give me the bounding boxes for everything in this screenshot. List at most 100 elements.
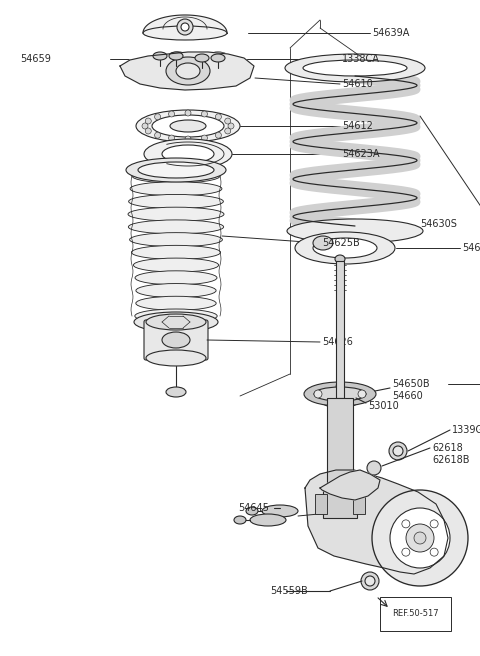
Ellipse shape — [313, 238, 377, 258]
Ellipse shape — [176, 63, 200, 79]
Ellipse shape — [314, 387, 366, 401]
Circle shape — [225, 128, 231, 134]
Circle shape — [406, 524, 434, 552]
Text: 54650B: 54650B — [392, 379, 430, 389]
Circle shape — [145, 118, 151, 124]
Ellipse shape — [166, 57, 210, 85]
Ellipse shape — [152, 115, 224, 137]
Text: 62618: 62618 — [432, 443, 463, 453]
Circle shape — [225, 118, 231, 124]
Ellipse shape — [295, 232, 395, 264]
Polygon shape — [120, 52, 254, 90]
Circle shape — [216, 113, 221, 120]
Bar — [336, 261, 344, 398]
Ellipse shape — [211, 55, 225, 63]
Ellipse shape — [135, 271, 217, 285]
Circle shape — [393, 446, 403, 456]
Ellipse shape — [327, 392, 353, 404]
Circle shape — [185, 110, 191, 116]
Circle shape — [372, 490, 468, 586]
Ellipse shape — [162, 145, 214, 163]
Circle shape — [361, 572, 379, 590]
Circle shape — [402, 548, 410, 556]
Text: 54630S: 54630S — [420, 219, 457, 229]
Circle shape — [430, 548, 438, 556]
Ellipse shape — [170, 120, 206, 132]
Circle shape — [155, 113, 161, 120]
Ellipse shape — [335, 255, 345, 263]
Ellipse shape — [211, 54, 225, 62]
Text: 54660: 54660 — [392, 391, 423, 401]
Ellipse shape — [136, 110, 240, 142]
Bar — [315, 494, 327, 514]
Text: 54645: 54645 — [238, 503, 269, 513]
Text: 54623A: 54623A — [342, 149, 380, 159]
Circle shape — [336, 398, 344, 406]
Circle shape — [402, 520, 410, 528]
Circle shape — [414, 532, 426, 544]
Ellipse shape — [146, 314, 206, 330]
Circle shape — [155, 133, 161, 138]
Ellipse shape — [132, 169, 220, 183]
Text: 54633: 54633 — [462, 243, 480, 253]
Circle shape — [367, 461, 381, 475]
Circle shape — [314, 390, 322, 398]
Ellipse shape — [166, 387, 186, 397]
Ellipse shape — [146, 316, 206, 328]
Circle shape — [358, 390, 366, 398]
Ellipse shape — [129, 194, 223, 209]
Text: REF.50-517: REF.50-517 — [392, 609, 439, 619]
Circle shape — [177, 19, 193, 35]
Circle shape — [430, 520, 438, 528]
Text: 62618B: 62618B — [432, 455, 469, 465]
Ellipse shape — [136, 283, 216, 298]
Polygon shape — [320, 470, 380, 500]
Text: 54612: 54612 — [342, 121, 373, 131]
Circle shape — [365, 576, 375, 586]
Circle shape — [145, 128, 151, 134]
Circle shape — [202, 111, 207, 117]
Ellipse shape — [128, 207, 224, 221]
Circle shape — [168, 111, 175, 117]
Circle shape — [216, 133, 221, 138]
Bar — [323, 488, 357, 518]
Ellipse shape — [138, 162, 214, 178]
Ellipse shape — [162, 332, 190, 348]
Ellipse shape — [136, 297, 216, 310]
Ellipse shape — [166, 52, 190, 66]
Circle shape — [389, 442, 407, 460]
Text: 54639A: 54639A — [372, 28, 409, 38]
FancyBboxPatch shape — [144, 320, 208, 360]
Ellipse shape — [206, 52, 230, 66]
Ellipse shape — [133, 258, 218, 272]
Ellipse shape — [126, 158, 226, 182]
Polygon shape — [143, 15, 227, 33]
Circle shape — [181, 23, 189, 31]
Circle shape — [202, 135, 207, 141]
Text: 53010: 53010 — [368, 401, 399, 411]
Circle shape — [390, 508, 450, 568]
Circle shape — [336, 382, 344, 390]
Ellipse shape — [246, 507, 258, 515]
Circle shape — [228, 123, 234, 129]
Ellipse shape — [144, 139, 232, 169]
Ellipse shape — [134, 312, 218, 332]
Text: 1338CA: 1338CA — [342, 54, 380, 64]
Text: 54659: 54659 — [20, 54, 51, 64]
Ellipse shape — [195, 54, 209, 62]
Ellipse shape — [250, 514, 286, 526]
Ellipse shape — [287, 219, 423, 243]
Ellipse shape — [234, 516, 246, 524]
Ellipse shape — [313, 236, 333, 250]
Ellipse shape — [304, 382, 376, 406]
Circle shape — [168, 135, 175, 141]
Ellipse shape — [262, 505, 298, 517]
Text: 54625B: 54625B — [322, 238, 360, 248]
Ellipse shape — [132, 245, 221, 259]
Bar — [327, 398, 353, 488]
Ellipse shape — [130, 233, 222, 247]
Text: 54559B: 54559B — [270, 586, 308, 596]
Ellipse shape — [128, 220, 224, 234]
Ellipse shape — [303, 60, 407, 76]
Ellipse shape — [146, 350, 206, 366]
